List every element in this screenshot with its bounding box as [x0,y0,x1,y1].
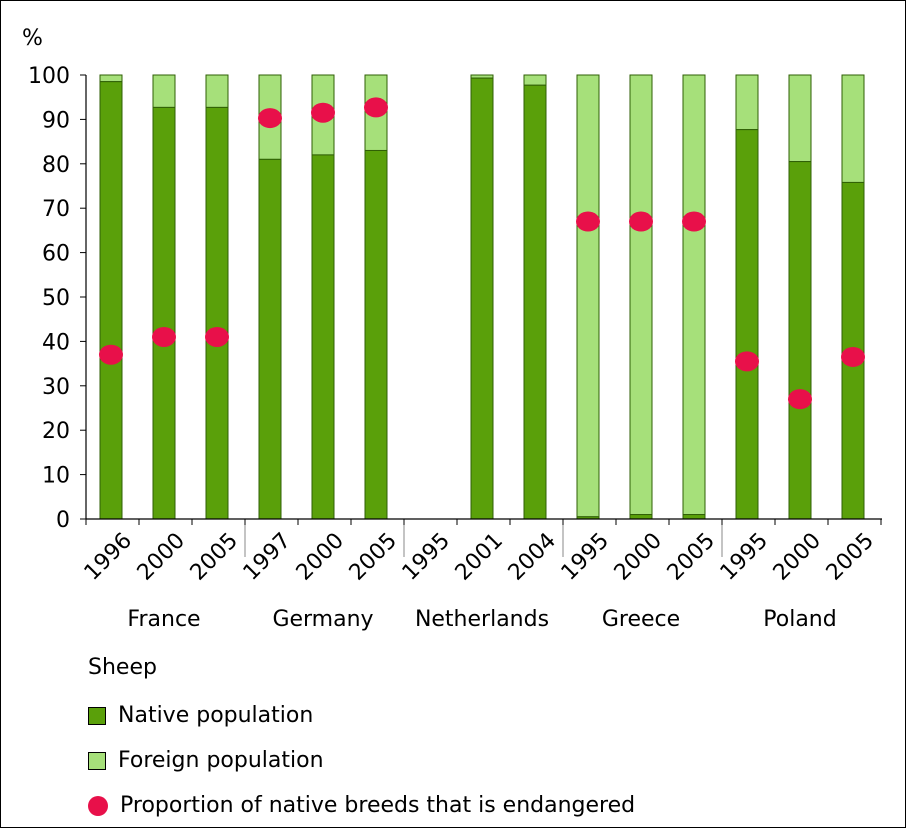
bar-native-population [735,129,759,520]
y-axis-label: % [22,26,43,51]
group-label: France [127,607,200,632]
x-tick-label: 2005 [822,528,879,585]
endangered-point [311,102,335,123]
y-tick-label: 20 [42,419,70,444]
bar-native-population [311,154,335,520]
bar-foreign-population [629,74,653,516]
x-tick-label: 2000 [769,528,826,585]
bar-foreign-population [682,74,706,516]
group-label-layer: France Germany Netherlands Greece Poland [127,607,836,632]
legend-item-foreign-population: Foreign population [88,748,324,773]
x-tick-label: 1995 [716,528,773,585]
bar-native-population [629,514,653,520]
legend-item-native-population: Native population [88,703,313,728]
endangered-dot-layer [99,97,865,410]
y-tick-label: 30 [42,375,70,400]
endangered-point [735,351,759,372]
legend-swatch-foreign-population [88,751,106,770]
endangered-point [364,97,388,118]
endangered-point [258,108,282,129]
bar-foreign-population [152,74,176,108]
bar-native-population [788,161,812,520]
bar-native-population [99,81,123,520]
legend-swatch-native-population [88,706,106,725]
x-tick-label: 1996 [80,528,137,585]
group-label: Germany [272,607,373,632]
endangered-point [152,326,176,347]
x-tick-label: 2001 [451,528,508,585]
bar-foreign-population [735,74,759,131]
y-tick-label: 80 [42,153,70,178]
bar-foreign-population [205,74,229,108]
endangered-point [788,389,812,410]
bar-layer [99,74,865,520]
bar-native-population [152,106,176,520]
endangered-point [205,326,229,347]
y-tick-label: 40 [42,330,70,355]
group-label: Netherlands [415,607,549,632]
bar-native-population [682,514,706,520]
x-tick-layer: 1996200020051997200020051995200120041995… [80,528,879,585]
y-tick-label: 0 [56,508,70,533]
y-tick-label: 70 [42,197,70,222]
legend-label-native-population: Native population [118,703,314,728]
legend-label-foreign-population: Foreign population [118,748,324,773]
legend-title: Sheep [88,655,157,680]
bar-foreign-population [576,74,600,518]
y-tick-label: 50 [42,286,70,311]
x-tick-label: 2005 [345,528,402,585]
x-tick-label: 1995 [557,528,614,585]
endangered-point [629,211,653,232]
y-tick-label: 90 [42,108,70,133]
x-tick-label: 2005 [663,528,720,585]
endangered-point [99,344,123,365]
group-label: Greece [602,607,680,632]
bar-foreign-population [841,74,865,183]
endangered-point [576,211,600,232]
endangered-point [841,346,865,367]
y-tick-layer: 0 10 20 30 40 50 60 70 80 90 100 [28,64,86,533]
group-label: Poland [763,607,836,632]
legend-dot-endangered-proportion [88,795,108,816]
x-tick-label: 2000 [133,528,190,585]
bar-foreign-population [99,74,123,83]
endangered-point [682,211,706,232]
y-tick-label: 10 [42,464,70,489]
x-tick-label: 1997 [239,528,296,585]
bar-native-population [470,77,494,520]
bar-native-population [258,158,282,520]
bar-native-population [364,149,388,520]
bar-native-population [523,84,547,520]
legend-item-endangered-proportion: Proportion of native breeds that is enda… [88,793,635,818]
legend-label-endangered-proportion: Proportion of native breeds that is enda… [120,793,636,818]
bar-foreign-population [788,74,812,163]
x-tick-label: 2000 [292,528,349,585]
bar-native-population [205,106,229,520]
y-tick-label: 100 [28,64,70,89]
x-tick-label: 2005 [186,528,243,585]
x-tick-label: 2004 [504,528,561,585]
y-tick-label: 60 [42,242,70,267]
x-tick-label: 1995 [398,528,455,585]
bar-foreign-population [523,74,547,86]
x-tick-label: 2000 [610,528,667,585]
